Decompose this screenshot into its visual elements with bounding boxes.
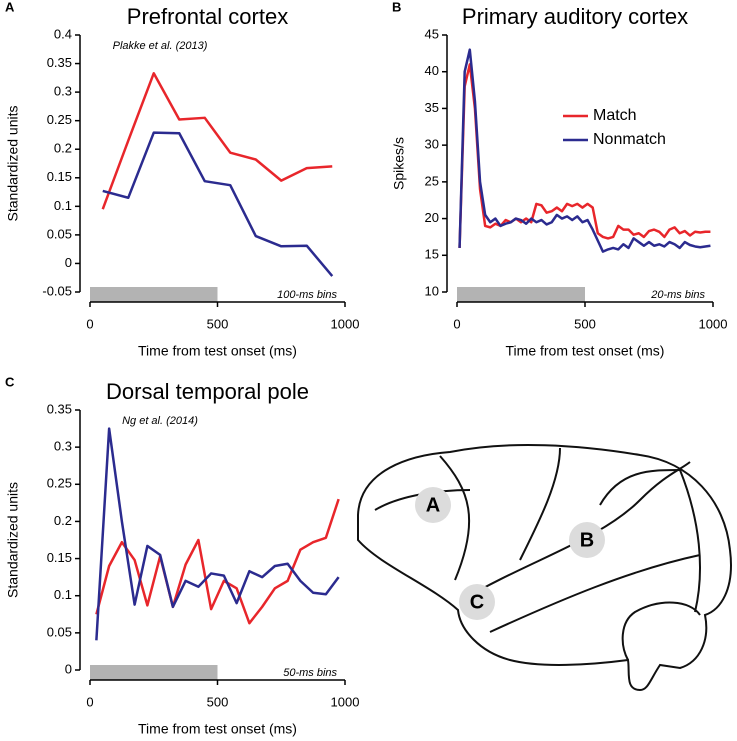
y-tick-label: 0.25 <box>47 476 72 491</box>
y-tick-label: 0.4 <box>54 26 72 41</box>
y-tick-label: 0.35 <box>47 55 72 70</box>
x-tick-label: 500 <box>207 316 229 331</box>
x-tick-label: 1000 <box>699 316 728 331</box>
brain-diagram: A B C <box>357 443 732 692</box>
y-tick-label: 0.25 <box>47 112 72 127</box>
data-line <box>95 427 340 641</box>
y-tick-label: 10 <box>425 283 439 298</box>
region-marker <box>459 584 495 620</box>
sulcus <box>519 447 561 561</box>
region-label: B <box>580 529 594 551</box>
sulcus <box>461 461 691 601</box>
data-line <box>101 72 333 210</box>
citation: Plakke et al. (2013) <box>113 40 208 52</box>
panel-label: B <box>392 0 401 14</box>
y-axis-label: Standardized units <box>5 482 21 598</box>
data-line <box>458 48 711 253</box>
data-line <box>95 498 340 625</box>
bin-label: 20-ms bins <box>650 289 705 301</box>
region-marker <box>415 487 451 523</box>
y-tick-label: 0.2 <box>54 141 72 156</box>
sulcus <box>439 455 471 581</box>
stimulus-bar <box>90 287 218 302</box>
legend-label: Match <box>593 107 637 124</box>
chart-title: Primary auditory cortex <box>462 4 688 29</box>
region-marker <box>569 522 605 558</box>
data-line <box>102 131 334 277</box>
y-tick-label: 15 <box>425 247 439 262</box>
y-tick-label: -0.05 <box>42 283 72 298</box>
sulcus <box>489 554 701 633</box>
y-tick-label: 0.1 <box>54 198 72 213</box>
sulcus <box>599 469 681 506</box>
y-tick-label: 0.15 <box>47 169 72 184</box>
y-tick-label: 35 <box>425 100 439 115</box>
y-tick-label: 0.05 <box>47 226 72 241</box>
bin-label: 50-ms bins <box>283 667 337 679</box>
y-tick-label: 0.1 <box>54 587 72 602</box>
x-axis-label: Time from test onset (ms) <box>506 343 665 359</box>
stimulus-bar <box>90 665 218 680</box>
cerebellum <box>621 601 701 661</box>
chart-title: Prefrontal cortex <box>127 4 288 29</box>
y-tick-label: 0.2 <box>54 513 72 528</box>
sulcus <box>679 469 701 613</box>
x-tick-label: 1000 <box>331 316 360 331</box>
y-tick-label: 0.35 <box>47 401 72 416</box>
y-tick-label: 20 <box>425 210 439 225</box>
x-axis-label: Time from test onset (ms) <box>138 721 297 737</box>
y-axis-label: Standardized units <box>5 106 21 222</box>
y-axis-label: Spikes/s <box>391 137 407 190</box>
y-tick-label: 30 <box>425 137 439 152</box>
stimulus-bar <box>457 287 585 302</box>
y-tick-label: 0.15 <box>47 550 72 565</box>
y-tick-label: 40 <box>425 63 439 78</box>
y-tick-label: 25 <box>425 173 439 188</box>
chart-title: Dorsal temporal pole <box>106 379 309 404</box>
brain-outline <box>357 443 732 692</box>
x-tick-label: 0 <box>453 316 460 331</box>
y-tick-label: 45 <box>425 26 439 41</box>
x-tick-label: 0 <box>86 694 93 709</box>
x-tick-label: 500 <box>574 316 596 331</box>
y-tick-label: 0.05 <box>47 624 72 639</box>
y-tick-label: 0 <box>65 661 72 676</box>
bin-label: 100-ms bins <box>277 289 337 301</box>
region-label: A <box>426 494 440 516</box>
citation: Ng et al. (2014) <box>122 415 198 427</box>
panel-label: A <box>5 0 15 14</box>
y-tick-label: 0 <box>65 255 72 270</box>
x-tick-label: 1000 <box>331 694 360 709</box>
x-tick-label: 0 <box>86 316 93 331</box>
y-tick-label: 0.3 <box>54 439 72 454</box>
region-label: C <box>470 591 484 613</box>
panel-label: C <box>5 374 15 389</box>
legend-label: Nonmatch <box>593 131 666 148</box>
y-tick-label: 0.3 <box>54 84 72 99</box>
x-tick-label: 500 <box>207 694 229 709</box>
x-axis-label: Time from test onset (ms) <box>138 343 297 359</box>
